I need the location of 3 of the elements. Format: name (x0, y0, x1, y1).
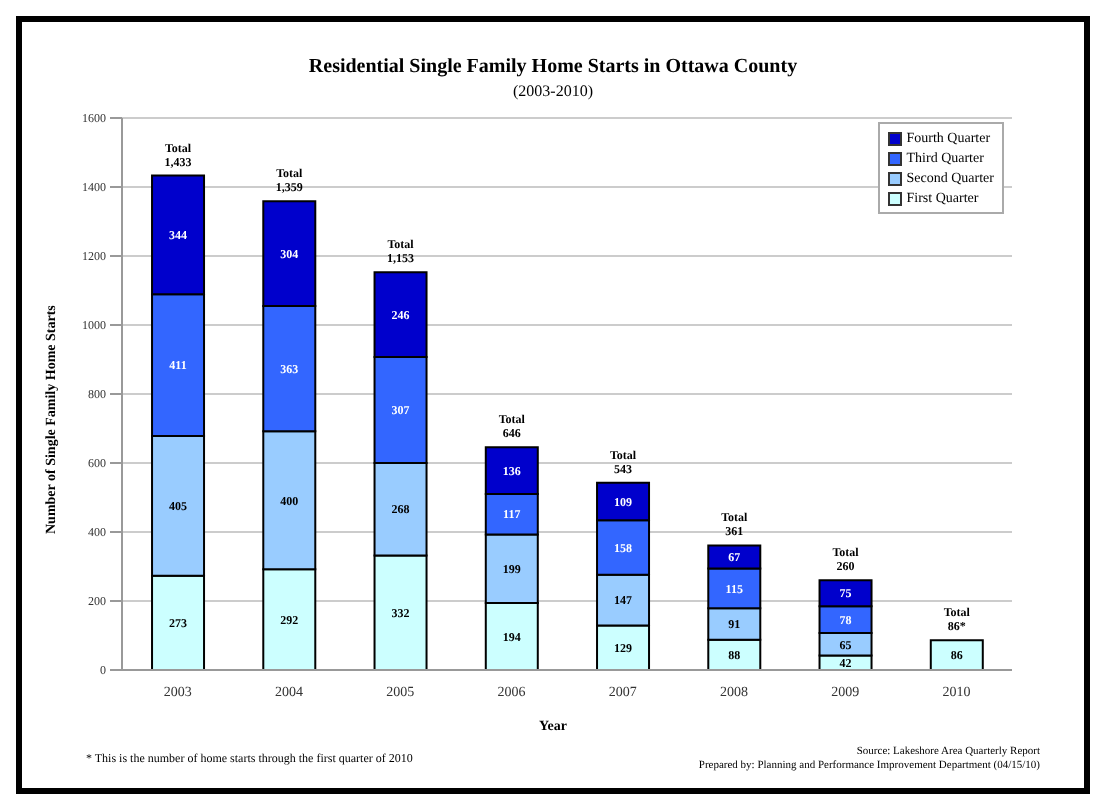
bar (929, 639, 984, 670)
chart-subtitle: (2003-2010) (511, 82, 595, 100)
chart-title: Residential Single Family Home Starts in Ottawa County (306, 56, 800, 78)
